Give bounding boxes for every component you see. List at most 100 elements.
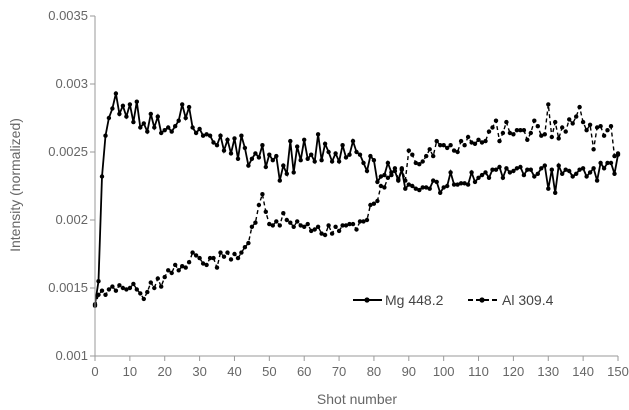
data-point — [497, 164, 502, 170]
data-point — [507, 130, 513, 136]
data-point — [124, 287, 129, 292]
data-point — [326, 149, 331, 155]
data-point — [322, 141, 328, 146]
data-point — [448, 143, 453, 148]
data-point — [469, 170, 474, 175]
data-point — [145, 289, 150, 295]
data-point — [424, 153, 429, 159]
data-point — [298, 158, 303, 163]
data-point — [281, 211, 286, 216]
data-point — [476, 137, 481, 142]
data-point — [511, 168, 516, 174]
data-point — [228, 257, 234, 262]
data-point — [354, 227, 359, 232]
data-point — [106, 287, 112, 292]
data-point — [260, 192, 265, 197]
data-point — [448, 170, 453, 175]
x-tick-label: 150 — [607, 364, 629, 379]
data-point — [567, 168, 572, 174]
data-point — [152, 285, 157, 291]
legend-marker-al — [479, 297, 485, 303]
x-tick-label: 20 — [157, 364, 171, 379]
y-tick-label: 0.001 — [55, 348, 88, 363]
data-point — [465, 182, 471, 187]
data-point — [532, 174, 537, 179]
data-point — [539, 166, 544, 171]
data-point — [532, 118, 537, 123]
data-point — [131, 281, 136, 287]
data-point — [528, 130, 533, 136]
data-point — [218, 133, 223, 138]
data-point — [162, 128, 167, 133]
data-point — [159, 284, 164, 289]
data-point — [315, 224, 321, 229]
data-point — [221, 148, 227, 153]
x-tick-label: 50 — [262, 364, 276, 379]
data-point — [288, 220, 293, 225]
data-point — [584, 128, 589, 133]
data-point — [385, 160, 391, 166]
data-point — [521, 172, 527, 178]
data-point — [577, 167, 582, 172]
data-point — [514, 128, 520, 133]
data-point — [103, 133, 108, 138]
data-point — [295, 219, 300, 224]
data-point — [166, 268, 171, 273]
data-point — [549, 134, 554, 140]
data-point — [483, 138, 488, 144]
data-point — [556, 136, 561, 141]
x-tick-label: 100 — [433, 364, 455, 379]
plot-area — [92, 91, 621, 308]
data-point — [403, 178, 408, 183]
data-point — [483, 170, 488, 175]
data-point — [375, 198, 380, 204]
data-point — [186, 260, 192, 265]
x-tick-label: 90 — [402, 364, 416, 379]
data-point — [350, 221, 356, 227]
data-point — [249, 156, 255, 161]
data-point — [357, 219, 363, 224]
data-point — [155, 114, 160, 119]
y-tick-label: 0.0015 — [48, 280, 88, 295]
data-point — [389, 172, 394, 178]
data-point — [235, 255, 241, 261]
data-point — [246, 163, 251, 168]
data-point — [249, 224, 255, 229]
data-point — [152, 125, 157, 130]
data-point — [284, 217, 289, 223]
data-point — [162, 274, 167, 280]
data-point — [159, 130, 164, 136]
data-point — [260, 143, 265, 148]
data-point — [594, 178, 600, 183]
data-point — [612, 171, 617, 176]
y-tick-label: 0.002 — [55, 212, 88, 227]
data-point — [145, 129, 150, 134]
data-point — [343, 223, 349, 228]
data-point — [490, 167, 495, 172]
data-point — [493, 167, 499, 172]
data-point — [225, 137, 230, 142]
data-point — [200, 261, 206, 266]
data-point — [525, 167, 530, 172]
x-tick-label: 130 — [537, 364, 559, 379]
data-point — [176, 118, 181, 123]
data-point — [567, 117, 572, 122]
data-point — [378, 183, 384, 189]
data-point — [462, 143, 467, 148]
data-point — [120, 285, 126, 291]
data-point — [288, 138, 293, 144]
y-axis-ticks: 0.001 0.0015 0.002 0.0025 0.003 0.0035 — [48, 8, 95, 363]
data-point — [113, 288, 119, 293]
data-point — [563, 167, 568, 172]
data-point — [207, 255, 213, 261]
data-point — [500, 130, 506, 136]
data-point — [99, 174, 105, 179]
data-point — [434, 179, 439, 185]
legend-item-al: Al 309.4 — [468, 292, 554, 308]
data-point — [214, 143, 220, 148]
data-point — [326, 223, 331, 228]
data-point — [256, 202, 262, 208]
data-point — [120, 103, 126, 109]
data-point — [138, 125, 143, 130]
data-point — [190, 125, 195, 130]
